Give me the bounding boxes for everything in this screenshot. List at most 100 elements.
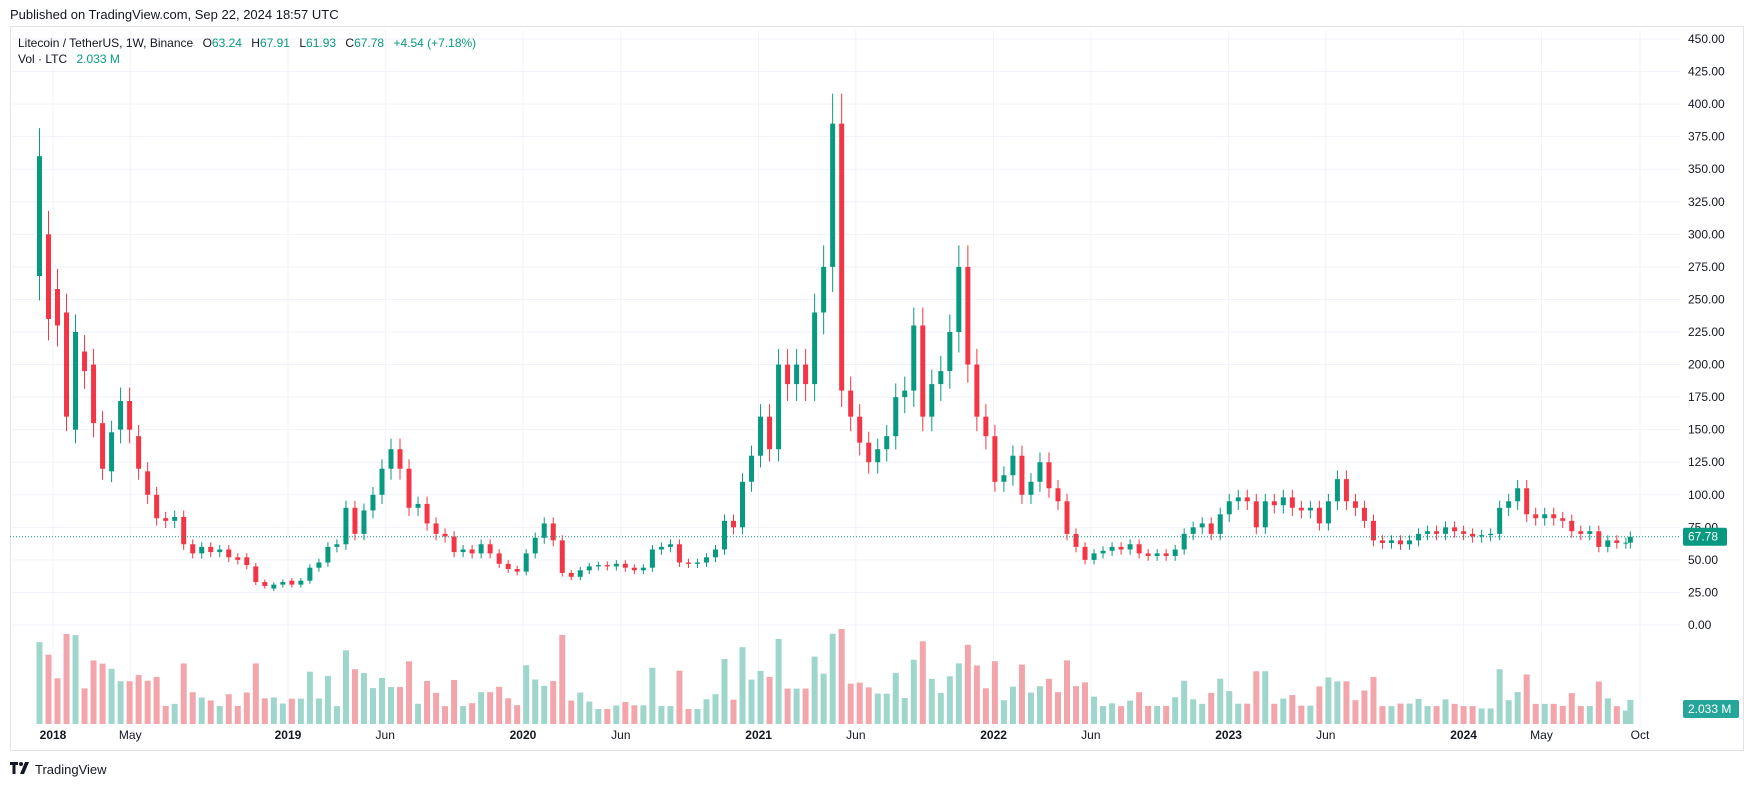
volume-bar (775, 638, 782, 724)
candle-body (1289, 497, 1295, 508)
candle-body (1361, 507, 1367, 521)
volume-bar (1307, 705, 1314, 724)
candle-body (1055, 488, 1061, 502)
x-tick-label: Oct (1631, 728, 1650, 742)
candle-body (1001, 475, 1007, 482)
candle-body (947, 332, 953, 372)
volume-bar (883, 693, 890, 724)
candle-body (1010, 455, 1016, 476)
y-tick-label: 350.00 (1688, 162, 1725, 176)
candle-body (1145, 553, 1151, 556)
candle-body (1091, 553, 1097, 560)
candle-body (1425, 531, 1431, 534)
x-tick-label: Jun (1316, 728, 1335, 742)
volume-bar (469, 703, 476, 724)
candle-body (649, 549, 655, 568)
y-tick-label: 0.00 (1688, 618, 1712, 632)
candle-body (893, 397, 899, 437)
candle-body (875, 449, 881, 463)
candle-body (1497, 507, 1503, 534)
volume-bar (189, 692, 196, 724)
x-tick-label: 2023 (1215, 728, 1242, 742)
y-tick-label: 200.00 (1688, 358, 1725, 372)
candle-body (388, 449, 394, 469)
volume-bar (1487, 708, 1494, 724)
volume-bar (820, 673, 827, 724)
volume-bar (514, 705, 521, 724)
x-tick-label: 2021 (745, 728, 772, 742)
chart-legend: Litecoin / TetherUS, 1W, Binance O63.24 … (18, 35, 476, 67)
x-tick-label: Jun (611, 728, 630, 742)
candle-body (613, 563, 619, 567)
volume-bar (919, 641, 926, 724)
candle-body (685, 562, 691, 564)
volume-bar (757, 670, 764, 724)
candle-body (478, 544, 484, 554)
candle-body (812, 312, 818, 385)
candle-body (1280, 497, 1286, 506)
candle-body (181, 516, 187, 545)
footer-brand[interactable]: TradingView (10, 762, 107, 777)
volume-bar (216, 706, 223, 724)
candle-body (1316, 507, 1322, 524)
candle-body (487, 544, 493, 554)
ohlc-legend-row: Litecoin / TetherUS, 1W, Binance O63.24 … (18, 35, 476, 51)
candle-body (839, 123, 845, 391)
volume-bar (613, 705, 620, 724)
candle-body (1100, 550, 1106, 554)
volume-bar (595, 709, 602, 724)
volume-bar (45, 654, 52, 724)
volume-bar (532, 679, 539, 724)
candle-body (1154, 553, 1160, 556)
symbol-title[interactable]: Litecoin / TetherUS, 1W, Binance (18, 36, 194, 50)
price-axis[interactable]: 0.0025.0050.0075.00100.00125.00150.00175… (1688, 32, 1725, 632)
candle-body (1064, 501, 1070, 534)
x-tick-label: 2019 (275, 728, 302, 742)
chart-frame[interactable] (10, 26, 1744, 751)
volume-bar (279, 703, 286, 724)
candle-body (36, 156, 42, 277)
candle-body (1407, 540, 1413, 545)
candle-body (199, 546, 205, 554)
volume-bar (1496, 669, 1503, 724)
candle-body (740, 481, 746, 528)
volume-bar (243, 692, 250, 724)
candle-body (541, 523, 547, 538)
volume-bar (1082, 682, 1089, 724)
x-tick-label: May (1530, 728, 1553, 742)
volume-bar (234, 705, 241, 724)
volume-bar (270, 697, 277, 724)
volume-bar (351, 669, 358, 724)
open-label: O (202, 36, 212, 50)
volume-bar (1505, 700, 1512, 724)
candle-body (1416, 533, 1422, 541)
volume-bar (333, 706, 340, 724)
candle-body (45, 234, 51, 319)
volume-bars (36, 629, 1634, 724)
volume-bar (1118, 706, 1125, 724)
volume-bar (451, 679, 458, 724)
volume-bar (667, 706, 674, 724)
volume-bar (252, 663, 259, 724)
candle-body (1037, 462, 1043, 482)
volume-bar (1163, 705, 1170, 724)
volume-bar (460, 706, 467, 724)
time-axis[interactable]: 2018 May 2019 Jun 2020 Jun 2021 Jun 2022 Jun 2023 J… (40, 728, 1650, 742)
candle-body (1379, 540, 1385, 543)
volume-legend-row: Vol · LTC 2.033 M (18, 51, 476, 67)
candles (36, 93, 1633, 592)
high-label: H (251, 36, 260, 50)
y-tick-label: 400.00 (1688, 97, 1725, 111)
volume-bar (171, 703, 178, 724)
volume-bar (1433, 706, 1440, 724)
candle-body (550, 523, 556, 541)
x-tick-label: Jun (846, 728, 865, 742)
volume-bar (1109, 703, 1116, 724)
candle-body (1560, 518, 1566, 521)
candle-body (640, 567, 646, 571)
volume-bar (1199, 703, 1206, 724)
volume-label[interactable]: Vol · LTC (18, 52, 68, 66)
volume-bar (721, 658, 728, 724)
candle-body (208, 546, 214, 553)
